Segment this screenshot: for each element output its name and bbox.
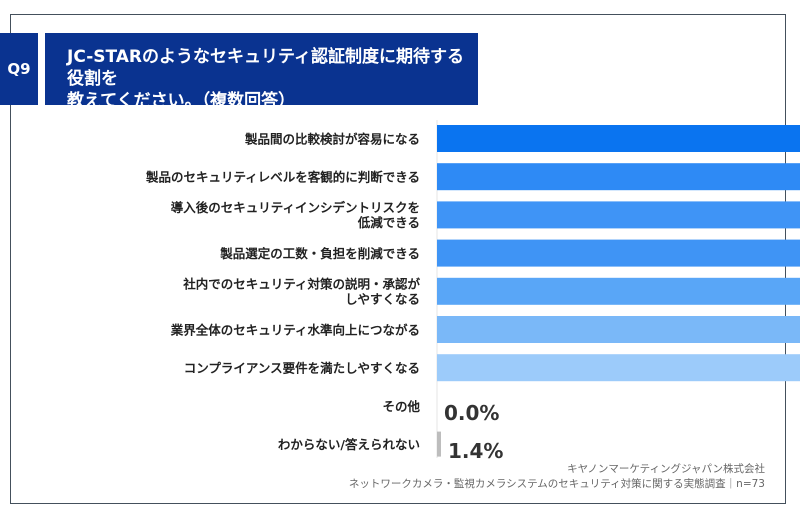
bar bbox=[437, 277, 800, 305]
bar bbox=[437, 354, 800, 382]
category-label: 製品のセキュリティレベルを客観的に判断できる bbox=[145, 170, 420, 185]
category-label: 導入後のセキュリティインシデントリスクを bbox=[171, 200, 420, 215]
category-label: 社内でのセキュリティ対策の説明・承認が bbox=[182, 276, 420, 291]
bar bbox=[437, 163, 800, 191]
category-label: しやすくなる bbox=[345, 291, 420, 306]
chart-title: JC-STARのようなセキュリティ認証制度に期待する役割を 教えてください。（複… bbox=[45, 33, 478, 111]
bar bbox=[437, 431, 441, 457]
bar bbox=[437, 316, 800, 343]
category-label: わからない/答えられない bbox=[278, 437, 420, 452]
footer-survey: ネットワークカメラ・監視カメラシステムのセキュリティ対策に関する実態調査｜n=7… bbox=[348, 478, 765, 490]
question-number: Q9 bbox=[0, 33, 38, 105]
category-label: 製品間の比較検討が容易になる bbox=[244, 132, 420, 147]
category-label: コンプライアンス要件を満たしやすくなる bbox=[184, 361, 420, 376]
category-label: その他 bbox=[382, 399, 420, 414]
footer-company: キヤノンマーケティングジャパン株式会社 bbox=[567, 463, 765, 475]
value-label: 0.0% bbox=[444, 401, 499, 425]
bar bbox=[437, 239, 800, 267]
bar bbox=[437, 201, 800, 229]
category-label: 低減できる bbox=[357, 215, 420, 230]
category-label: 業界全体のセキュリティ水準向上につながる bbox=[170, 323, 420, 338]
bar bbox=[437, 125, 800, 152]
category-label: 製品選定の工数・負担を削減できる bbox=[219, 246, 420, 261]
value-label: 1.4% bbox=[448, 439, 503, 463]
